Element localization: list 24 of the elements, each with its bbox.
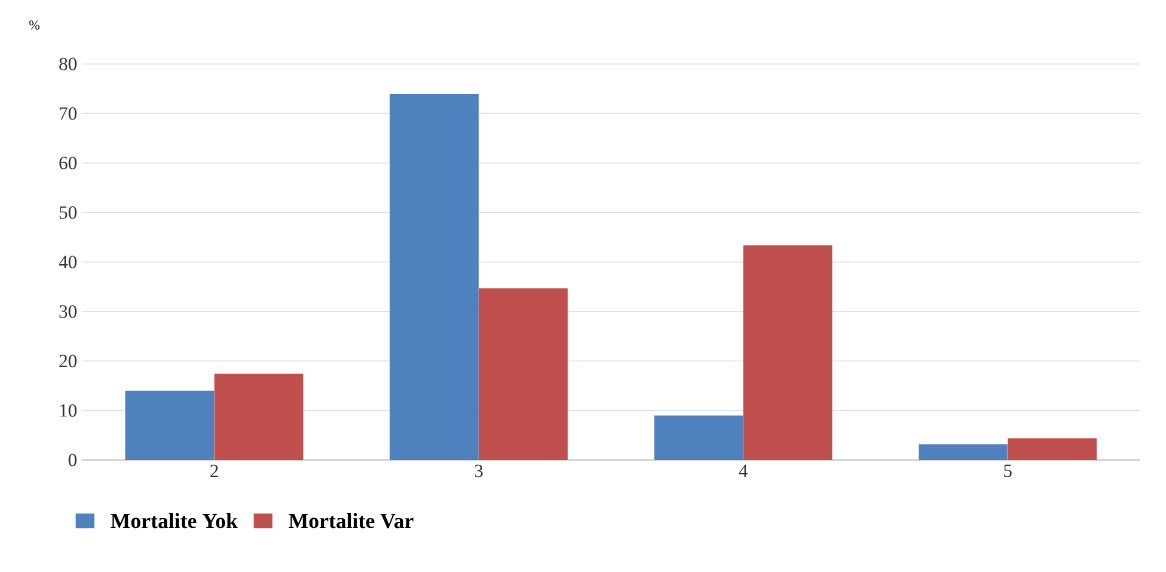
y-tick-label: 60 <box>59 156 77 170</box>
y-tick-label: 70 <box>59 107 77 120</box>
y-tick-label: 10 <box>60 404 77 417</box>
bar <box>743 245 833 460</box>
bar <box>654 415 744 460</box>
y-tick-label: 40 <box>58 255 77 269</box>
legend-label: Mortalite Yok <box>110 513 238 529</box>
y-tick-label: 30 <box>59 305 77 318</box>
x-tick-label: 4 <box>738 464 748 477</box>
bar <box>478 288 568 460</box>
x-tick-label: 2 <box>210 464 218 478</box>
y-tick-label: 0 <box>68 453 77 467</box>
y-axis-title: % <box>29 20 40 30</box>
y-tick-label: 50 <box>59 206 77 219</box>
y-tick-label: 20 <box>59 354 77 368</box>
y-tick-label: 80 <box>59 57 77 71</box>
legend-label: Mortalite Var <box>288 513 414 529</box>
bar <box>1007 438 1097 460</box>
x-tick-label: 3 <box>474 464 483 478</box>
bar <box>214 373 304 460</box>
x-tick-label: 5 <box>1004 464 1012 478</box>
bar <box>918 444 1008 460</box>
bar <box>125 390 215 460</box>
bar <box>389 93 479 460</box>
